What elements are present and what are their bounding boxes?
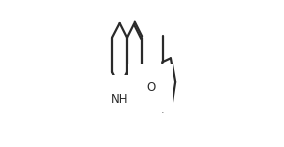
Text: O: O [146,81,155,94]
Text: NH: NH [111,93,128,106]
